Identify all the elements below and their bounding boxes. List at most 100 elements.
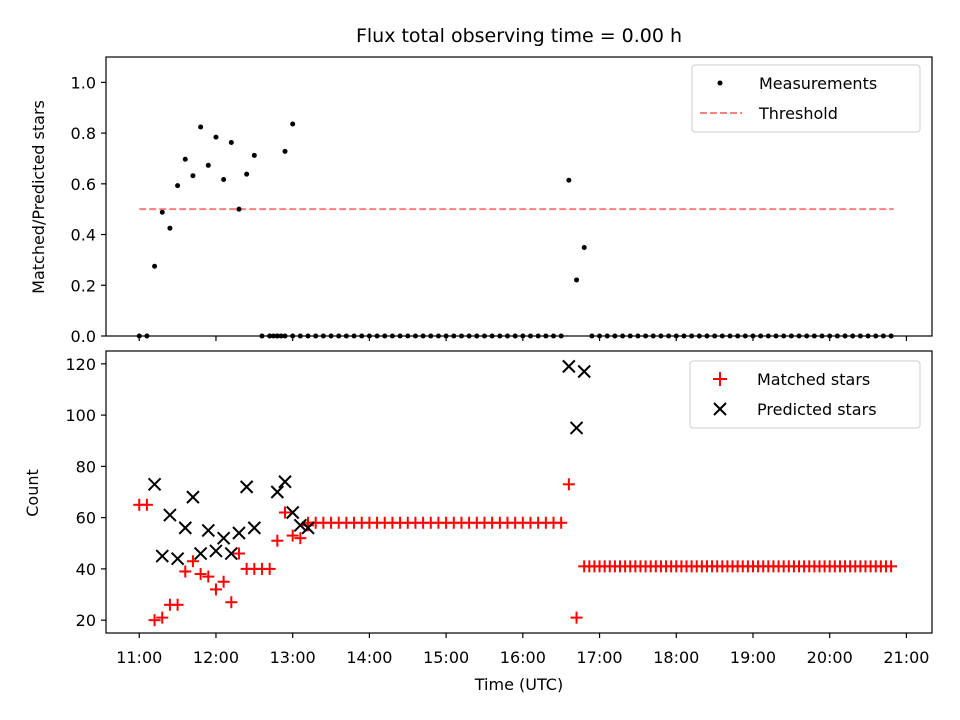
predicted-star-point bbox=[301, 521, 315, 535]
bottom-legend: Matched stars Predicted stars bbox=[689, 360, 921, 429]
predicted-star-point bbox=[577, 364, 591, 379]
matched-star-point bbox=[562, 478, 575, 491]
measurement-point bbox=[205, 162, 211, 168]
measurement-point bbox=[290, 121, 296, 127]
predicted-star-point bbox=[569, 421, 584, 435]
bottom-y-tick-label: 20 bbox=[76, 611, 96, 630]
legend-matched-marker bbox=[713, 372, 727, 386]
top-x-axis-ticks bbox=[138, 336, 908, 341]
predicted-star-point bbox=[232, 526, 246, 540]
predicted-star-point bbox=[239, 480, 254, 494]
bottom-x-tick-label: 14:00 bbox=[346, 648, 392, 667]
measurement-point bbox=[213, 134, 219, 140]
measurement-point bbox=[182, 156, 188, 162]
matched-star-point bbox=[570, 611, 583, 624]
predicted-star-point bbox=[155, 549, 169, 563]
bottom-x-tick-label: 15:00 bbox=[423, 648, 469, 667]
bottom-x-tick-label: 16:00 bbox=[500, 648, 546, 667]
matched-star-point bbox=[202, 570, 215, 583]
predicted-star-point bbox=[224, 546, 239, 561]
measurement-point bbox=[236, 206, 242, 212]
matched-star-point bbox=[271, 534, 284, 547]
predicted-star-point bbox=[193, 546, 208, 561]
top-y-tick-label: 0.4 bbox=[71, 226, 96, 245]
matched-star-point bbox=[217, 575, 230, 588]
predicted-star-point bbox=[562, 359, 576, 374]
measurement-point bbox=[175, 183, 181, 189]
measurement-point bbox=[152, 263, 158, 269]
predicted-star-point bbox=[201, 523, 215, 538]
top-y-tick-label: 0.6 bbox=[71, 175, 96, 194]
top-y-tick-label: 0.2 bbox=[71, 276, 96, 295]
predicted-star-point bbox=[147, 477, 162, 492]
matched-star-point bbox=[294, 532, 307, 545]
measurement-point bbox=[198, 124, 204, 130]
measurement-point bbox=[228, 139, 234, 145]
top-legend: Measurements Threshold bbox=[691, 64, 921, 133]
measurement-point bbox=[574, 277, 580, 283]
top-panel-marks bbox=[136, 121, 894, 339]
bottom-legend-box bbox=[689, 360, 921, 429]
legend-matched-label: Matched stars bbox=[757, 370, 870, 389]
bottom-y-axis: 20 40 60 80 100 120 bbox=[65, 355, 106, 630]
bottom-x-tick-label: 18:00 bbox=[653, 648, 699, 667]
matched-star-point bbox=[279, 506, 292, 519]
measurement-point bbox=[167, 225, 173, 231]
top-y-axis: 0.0 0.2 0.4 0.6 0.8 1.0 bbox=[71, 73, 106, 346]
measurement-point bbox=[221, 177, 227, 183]
matched-star-point bbox=[232, 547, 245, 560]
matched-star-point bbox=[209, 583, 222, 596]
matched-star-point bbox=[156, 611, 169, 624]
legend-predicted-label: Predicted stars bbox=[757, 400, 877, 419]
bottom-x-tick-label: 13:00 bbox=[270, 648, 316, 667]
measurement-point bbox=[159, 209, 165, 215]
bottom-x-axis: 11:00 12:00 13:00 14:00 15:00 16:00 17:00 18:00… bbox=[116, 633, 929, 667]
bottom-x-tick-label: 17:00 bbox=[576, 648, 622, 667]
predicted-star-point bbox=[178, 521, 192, 535]
bottom-y-tick-label: 100 bbox=[65, 406, 96, 425]
top-y-tick-label: 0.8 bbox=[71, 124, 96, 143]
top-legend-box bbox=[691, 64, 921, 133]
bottom-y-tick-label: 80 bbox=[76, 457, 96, 476]
predicted-star-point bbox=[285, 505, 300, 520]
bottom-y-axis-label: Count bbox=[23, 469, 42, 517]
top-y-tick-label: 1.0 bbox=[71, 73, 96, 92]
chart-title: Flux total observing time = 0.00 h bbox=[356, 25, 682, 47]
bottom-panel: 20 40 60 80 100 120 11:00 12:00 13:00 14:00 15:00… bbox=[23, 350, 933, 694]
matched-star-point bbox=[186, 555, 199, 568]
legend-measurements-marker bbox=[717, 80, 723, 86]
matched-star-point bbox=[263, 562, 276, 575]
measurement-point bbox=[190, 173, 196, 179]
matched-star-point bbox=[555, 516, 568, 529]
matched-star-point bbox=[171, 598, 184, 611]
legend-predicted-marker bbox=[713, 402, 727, 416]
bottom-plot-frame bbox=[105, 350, 933, 634]
predicted-star-point bbox=[186, 490, 200, 504]
predicted-star-point bbox=[163, 508, 177, 522]
predicted-star-point bbox=[293, 518, 308, 533]
top-y-tick-label: 0.0 bbox=[71, 327, 96, 346]
bottom-x-tick-label: 20:00 bbox=[807, 648, 853, 667]
bottom-y-tick-label: 40 bbox=[76, 560, 96, 579]
matched-star-point bbox=[286, 529, 299, 542]
matched-star-point bbox=[179, 565, 192, 578]
matched-star-point bbox=[225, 596, 238, 609]
bottom-x-tick-label: 11:00 bbox=[116, 648, 162, 667]
predicted-star-point bbox=[278, 475, 292, 489]
measurement-point bbox=[566, 177, 572, 183]
predicted-star-point bbox=[247, 521, 262, 535]
bottom-panel-marks bbox=[133, 359, 898, 627]
legend-measurements-label: Measurements bbox=[759, 74, 877, 93]
bottom-x-tick-label: 12:00 bbox=[193, 648, 239, 667]
predicted-star-point bbox=[170, 551, 185, 566]
measurement-point bbox=[581, 244, 587, 250]
top-panel: Flux total observing time = 0.00 h 0.00.… bbox=[29, 25, 933, 346]
legend-threshold-label: Threshold bbox=[758, 104, 838, 123]
matched-star-point bbox=[148, 614, 161, 627]
bottom-y-tick-label: 120 bbox=[65, 355, 96, 374]
predicted-star-point bbox=[209, 544, 223, 558]
top-plot-frame bbox=[105, 56, 933, 337]
matched-star-point bbox=[140, 498, 153, 511]
predicted-star-point bbox=[270, 485, 285, 499]
